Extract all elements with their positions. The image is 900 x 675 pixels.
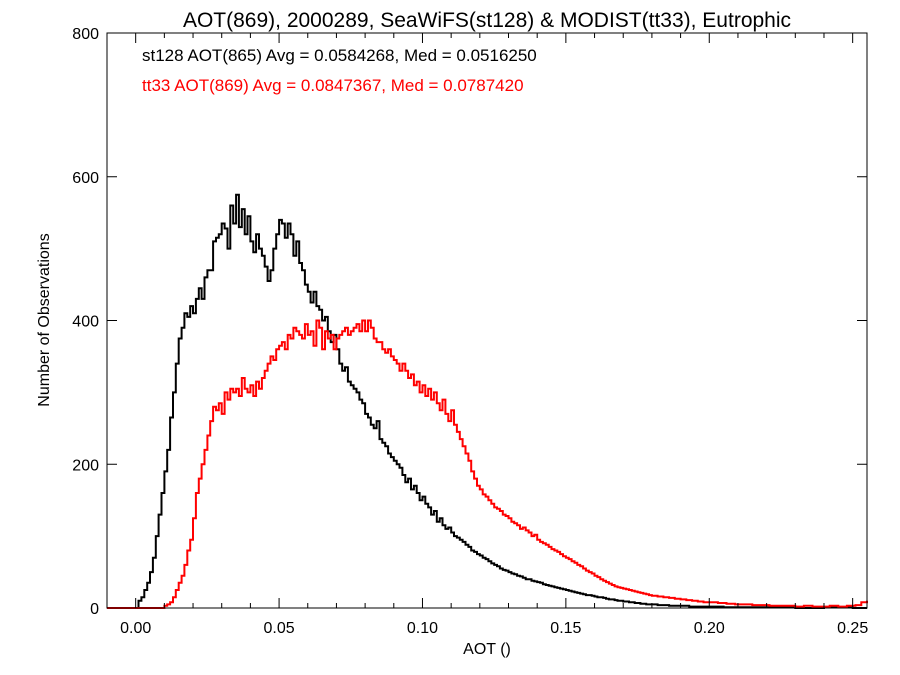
x-tick-label: 0.05 <box>264 620 295 637</box>
x-tick-label: 0.10 <box>407 620 438 637</box>
x-tick-label: 0.25 <box>837 620 868 637</box>
y-tick-label: 800 <box>72 26 99 43</box>
x-tick-label: 0.20 <box>694 620 725 637</box>
series-line-1 <box>107 319 868 609</box>
series-line-0 <box>107 193 867 609</box>
x-tick-label: 0.15 <box>550 620 581 637</box>
y-axis-label: Number of Observations <box>36 233 53 406</box>
x-tick-label: 0.00 <box>120 620 151 637</box>
annotation-st128: st128 AOT(865) Avg = 0.0584268, Med = 0.… <box>142 46 537 65</box>
annotation-tt33: tt33 AOT(869) Avg = 0.0847367, Med = 0.0… <box>142 76 524 95</box>
y-tick-label: 0 <box>90 601 99 618</box>
x-axis-label: AOT () <box>463 641 511 658</box>
y-tick-label: 600 <box>72 170 99 187</box>
ticks-layer: 0.00 0.05 0.10 0.15 0.20 0.25 0 200 400 600 800 <box>72 26 868 637</box>
chart-title: AOT(869), 2000289, SeaWiFS(st128) & MODI… <box>183 9 791 32</box>
y-tick-label: 400 <box>72 314 99 331</box>
y-tick-label: 200 <box>72 457 99 474</box>
series-layer <box>107 193 868 609</box>
